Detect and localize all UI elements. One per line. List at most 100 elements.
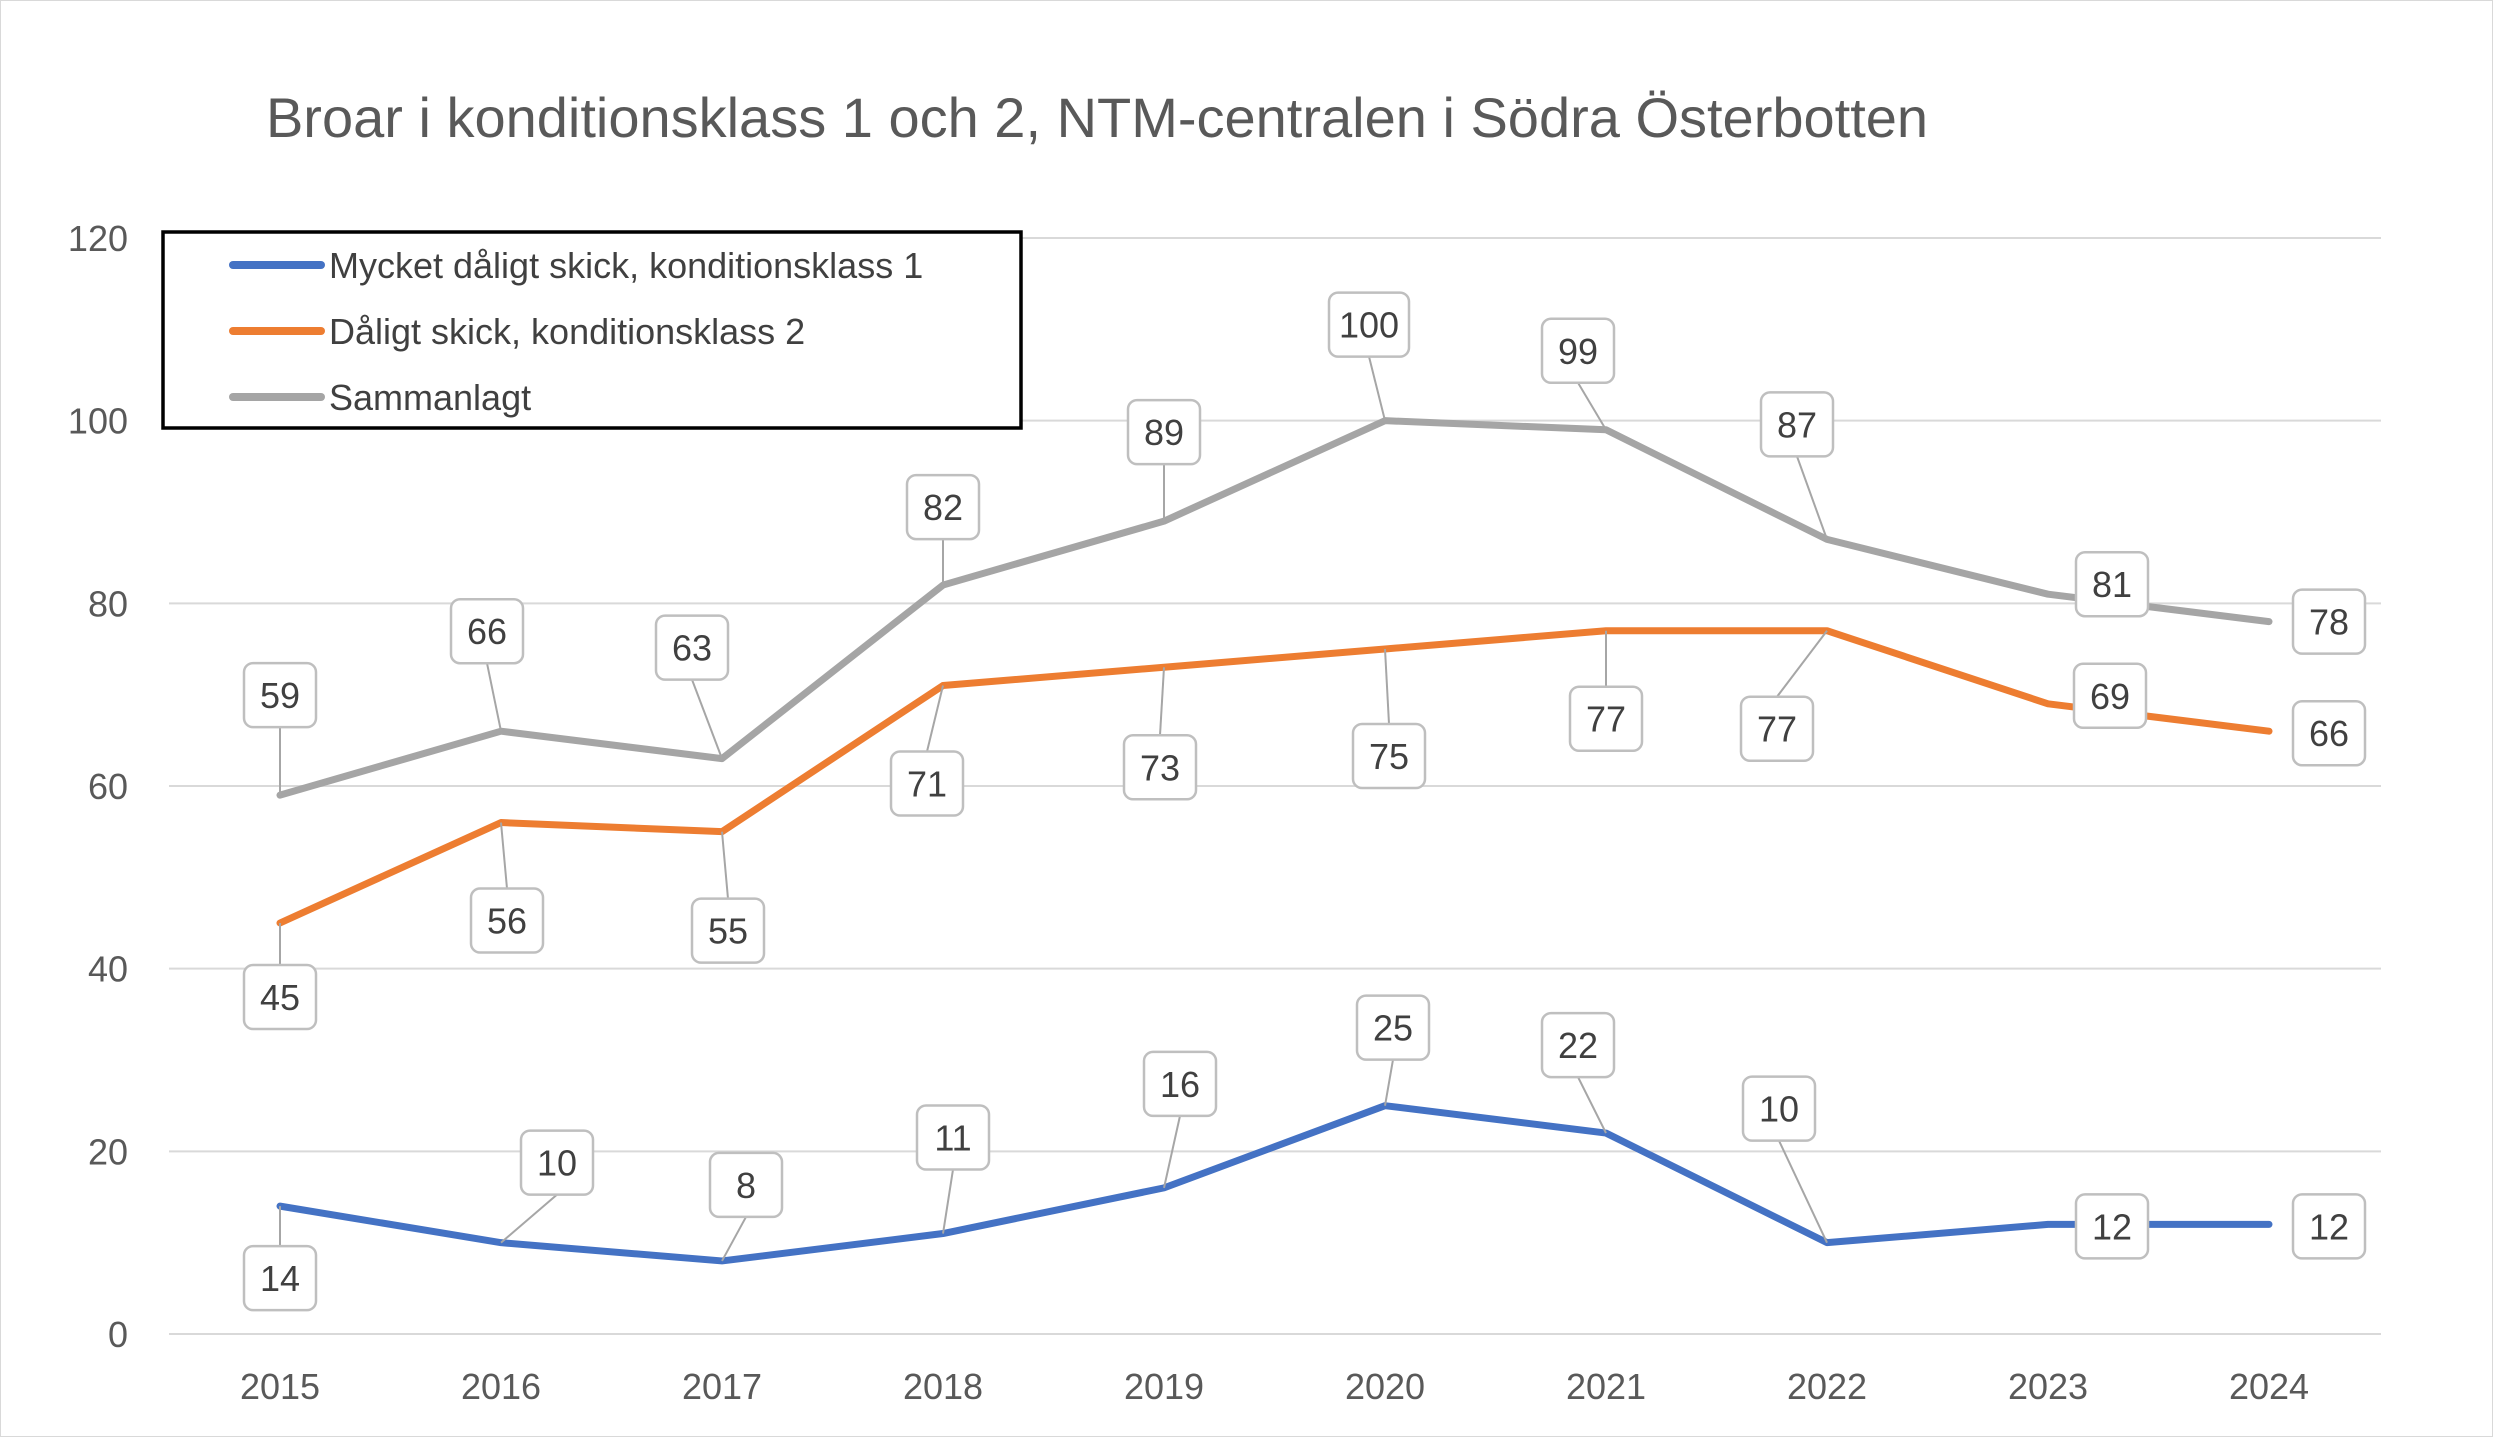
data-label: 77 xyxy=(1757,709,1797,750)
x-tick-label: 2024 xyxy=(2229,1366,2309,1407)
y-tick-label: 100 xyxy=(68,401,128,442)
y-axis: 0 20 40 60 80 100 120 xyxy=(68,218,128,1355)
label-leader-line xyxy=(1163,1115,1181,1189)
data-label: 66 xyxy=(2309,713,2349,754)
data-label-box xyxy=(1351,722,1427,790)
legend: Mycket dåligt skick, konditionsklass 1 Då… xyxy=(161,230,1023,430)
data-label-box xyxy=(1759,391,1835,458)
x-tick-label: 2016 xyxy=(461,1366,541,1407)
x-tick-label: 2023 xyxy=(2008,1366,2088,1407)
data-label: 25 xyxy=(1373,1008,1413,1049)
y-tick-label: 60 xyxy=(88,766,128,807)
x-tick-label: 2015 xyxy=(240,1366,320,1407)
y-tick-label: 20 xyxy=(88,1131,128,1172)
label-leader-line xyxy=(1776,630,1828,698)
data-label-box xyxy=(2074,1193,2150,1260)
label-leader-line xyxy=(1368,356,1386,421)
data-label-box xyxy=(1540,1011,1616,1079)
data-label-box xyxy=(915,1104,991,1171)
data-label-box xyxy=(690,897,766,964)
data-label: 22 xyxy=(1558,1025,1598,1066)
data-label: 100 xyxy=(1339,305,1399,346)
y-tick-label: 120 xyxy=(68,218,128,259)
x-tick-label: 2017 xyxy=(682,1366,762,1407)
data-label-box xyxy=(2291,1193,2367,1260)
data-label-box xyxy=(1568,685,1644,752)
data-label-box xyxy=(2072,662,2148,730)
data-label: 12 xyxy=(2092,1206,2132,1247)
data-label: 59 xyxy=(260,675,300,716)
y-tick-label: 40 xyxy=(88,949,128,990)
data-label-box xyxy=(242,1244,318,1312)
data-label: 10 xyxy=(537,1143,577,1184)
data-label-box xyxy=(1327,291,1411,358)
label-leader-line xyxy=(500,1193,558,1244)
data-label: 12 xyxy=(2309,1206,2349,1247)
data-label: 14 xyxy=(260,1258,300,1299)
data-label: 71 xyxy=(907,764,947,805)
data-label-box xyxy=(2291,699,2367,767)
data-label-box xyxy=(2074,550,2150,618)
data-label-box xyxy=(708,1151,784,1219)
x-tick-label: 2021 xyxy=(1566,1366,1646,1407)
legend-label-1: Dåligt skick, konditionsklass 2 xyxy=(329,311,805,352)
series-lines xyxy=(276,417,2273,1265)
label-leader-line xyxy=(486,662,502,732)
label-leader-line xyxy=(1577,382,1607,431)
label-leader-line xyxy=(500,822,508,889)
data-label: 87 xyxy=(1777,404,1817,445)
data-label: 89 xyxy=(1144,412,1184,453)
data-label: 75 xyxy=(1369,736,1409,777)
label-leader-line xyxy=(1159,667,1165,736)
data-label: 16 xyxy=(1160,1064,1200,1105)
label-leader-line xyxy=(926,685,944,752)
data-label-box xyxy=(1122,734,1198,801)
data-label-box xyxy=(905,473,981,541)
data-label-box xyxy=(1741,1075,1817,1142)
data-label: 66 xyxy=(467,611,507,652)
data-label: 99 xyxy=(1558,331,1598,372)
data-label-box xyxy=(654,614,730,681)
data-labels: 14 10 8 11 16 25 22 10 12 12 45 56 55 71 73 75 77 77 69 66 5… xyxy=(242,291,2367,1312)
label-leader-line xyxy=(691,679,723,759)
x-tick-label: 2020 xyxy=(1345,1366,1425,1407)
series-line-1 xyxy=(276,627,2273,927)
label-leader-line xyxy=(1778,1140,1828,1244)
x-tick-label: 2019 xyxy=(1124,1366,1204,1407)
data-label-box xyxy=(469,887,545,954)
data-label: 73 xyxy=(1140,747,1180,788)
legend-label-2: Sammanlagt xyxy=(329,377,531,418)
data-label-box xyxy=(1739,695,1815,762)
data-label: 11 xyxy=(934,1118,971,1159)
legend-label-0: Mycket dåligt skick, konditionsklass 1 xyxy=(329,245,923,286)
data-label: 45 xyxy=(260,977,300,1018)
data-label: 81 xyxy=(2092,564,2132,605)
series-line-2 xyxy=(276,417,2273,799)
data-label: 78 xyxy=(2309,602,2349,643)
data-label: 82 xyxy=(923,487,963,528)
label-leader-line xyxy=(1384,648,1390,725)
label-leader-line xyxy=(721,1216,747,1262)
data-label-box xyxy=(2291,588,2367,655)
data-label: 63 xyxy=(672,628,712,669)
label-leader-line xyxy=(721,831,729,899)
y-tick-label: 80 xyxy=(88,583,128,624)
data-label-box xyxy=(1126,398,1202,466)
x-tick-label: 2018 xyxy=(903,1366,983,1407)
x-tick-label: 2022 xyxy=(1787,1366,1867,1407)
data-label: 55 xyxy=(708,911,748,952)
data-label-box xyxy=(1355,994,1431,1061)
label-leader-line xyxy=(1577,1076,1607,1134)
label-leader-line xyxy=(1384,1059,1394,1106)
data-label-box xyxy=(1142,1050,1218,1118)
data-label: 56 xyxy=(487,901,527,942)
data-label-box xyxy=(519,1129,595,1196)
data-label: 77 xyxy=(1586,699,1626,740)
data-label-box xyxy=(242,963,318,1031)
chart-title: Broar i konditionsklass 1 och 2, NTM-cen… xyxy=(266,86,1928,149)
data-label: 8 xyxy=(736,1165,756,1206)
data-label-box xyxy=(1540,317,1616,385)
data-label-box xyxy=(889,750,965,817)
